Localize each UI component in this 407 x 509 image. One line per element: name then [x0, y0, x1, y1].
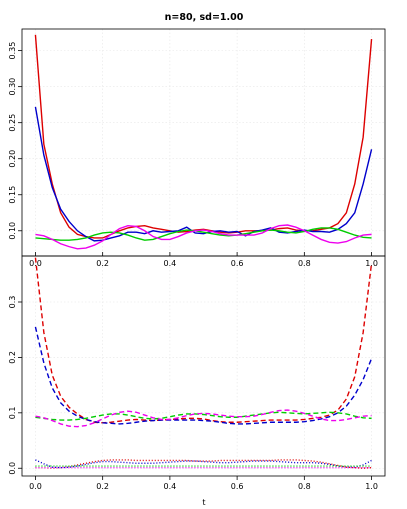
x-tick-label: 0.0 [29, 482, 42, 491]
series-solid-0 [34, 34, 373, 239]
plot-frame [21, 255, 386, 477]
x-tick-label: 1.0 [365, 482, 378, 491]
y-tick-label: 0.15 [8, 186, 17, 204]
bottom-panel: 0.0 0.2 0.4 0.6 0.8 1.0 0.0 0.1 0.2 0.3 [8, 255, 386, 491]
series-dashed-1 [34, 326, 373, 425]
x-tick-label: 0.2 [96, 482, 109, 491]
series-dotted-5 [35, 459, 372, 469]
plot-frame [21, 28, 386, 257]
y-tick-label: 0.20 [8, 150, 17, 168]
x-tick-label: 0.8 [298, 482, 311, 491]
y-tick-label: 0.0 [8, 462, 17, 475]
series-dotted-4 [35, 459, 372, 469]
series-dashed-0 [34, 257, 373, 424]
series-solid-1 [34, 106, 373, 242]
y-tick-label: 0.1 [8, 406, 17, 419]
series-dashed-2 [35, 411, 372, 421]
y-tick-label: 0.2 [8, 351, 17, 364]
y-tick-label: 0.30 [8, 78, 17, 96]
x-tick-label: 0.6 [231, 482, 244, 491]
series-solid-3 [35, 224, 372, 250]
y-tick-label: 0.35 [8, 42, 17, 60]
chart-title: n=80, sd=1.00 [165, 12, 244, 23]
y-tick-label: 0.25 [8, 114, 17, 132]
x-axis-label: t [202, 498, 205, 507]
series-solid-2 [35, 227, 372, 241]
x-tick-label: 0.4 [164, 482, 177, 491]
top-panel: 0.0 0.2 0.4 0.6 0.8 1.00.100.150.200.250.300.… [8, 28, 386, 268]
y-tick-label: 0.10 [8, 222, 17, 240]
y-tick-label: 0.3 [8, 296, 17, 309]
series-dashed-3 [35, 409, 372, 428]
